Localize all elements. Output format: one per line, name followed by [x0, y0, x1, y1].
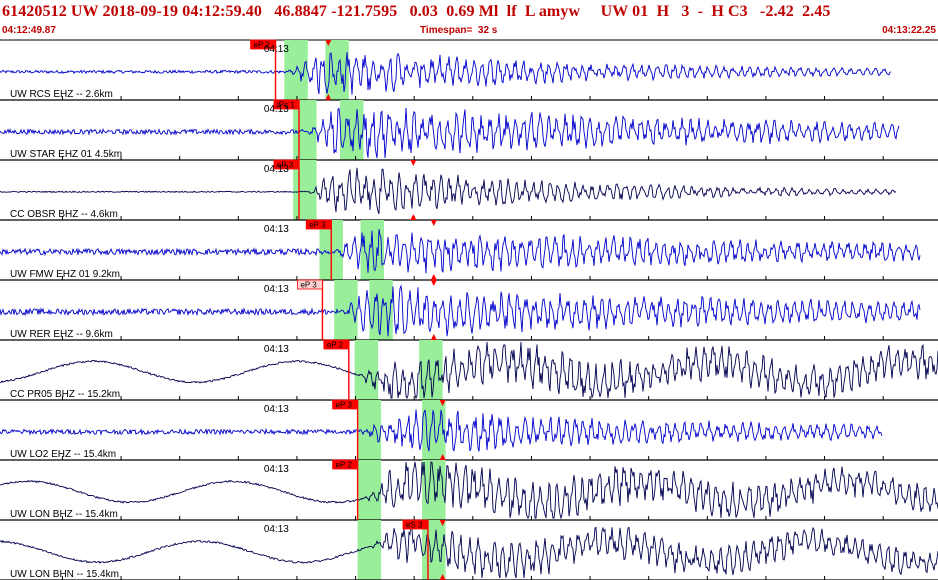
s-pick-marker: [410, 160, 417, 166]
waveform-trace: [0, 284, 921, 337]
station-label: UW STAR EHZ 01 4.5km: [10, 149, 122, 160]
minute-label: 04:13: [264, 524, 289, 535]
waveform-trace: [0, 107, 900, 159]
pick-window: [422, 400, 446, 460]
window-start-time: 04:12:49.87: [2, 25, 56, 36]
station-label: UW LO2 EHZ -- 15.4km: [10, 449, 116, 460]
waveform-trace: [0, 461, 938, 520]
pick-window: [419, 340, 443, 400]
pick-window: [354, 340, 379, 400]
minute-label: 04:13: [264, 404, 289, 415]
window-end-time: 04:13:22.25: [882, 25, 936, 36]
s-pick-marker: [430, 274, 437, 280]
event-summary-title: 61420512 UW 2018-09-19 04:12:59.40 46.88…: [2, 3, 831, 20]
waveform-trace: [0, 521, 938, 579]
minute-label: 04:13: [264, 464, 289, 475]
pick-window: [340, 100, 364, 160]
waveform-trace: [0, 51, 892, 95]
pick-window: [357, 460, 382, 520]
pick-window: [360, 220, 384, 280]
pick-tag-label: eP 3: [309, 221, 326, 230]
station-label: UW LON BHN -- 15.4km: [10, 569, 119, 580]
s-pick-marker: [439, 454, 446, 460]
minute-label: 04:13: [264, 344, 289, 355]
pick-tag-box: [250, 39, 276, 50]
pick-tag-box: [273, 159, 300, 170]
event-header: 61420512 UW 2018-09-19 04:12:59.40 46.88…: [0, 0, 938, 40]
pick-tag-box: [402, 519, 429, 530]
s-pick-marker: [410, 214, 417, 220]
pick-tag-label: eS 3: [406, 521, 423, 530]
waveform-trace: [0, 167, 897, 214]
waveform-trace: [0, 229, 921, 274]
s-pick-marker: [439, 520, 446, 526]
s-pick-marker: [430, 280, 437, 286]
pick-tag-box: [332, 399, 359, 410]
pick-window: [357, 400, 382, 460]
pick-tag-box: [273, 99, 300, 110]
pick-tag-label: eP 3: [300, 281, 317, 290]
pick-window: [334, 280, 358, 340]
minute-label: 04:13: [264, 164, 289, 175]
s-pick-marker: [430, 334, 437, 340]
minute-label: 04:13: [264, 104, 289, 115]
waveform-trace: [0, 409, 883, 452]
s-pick-marker: [439, 400, 446, 406]
station-label: UW RER EHZ -- 9.6km: [10, 329, 113, 340]
station-label: CC PR05 BHZ -- 15.2km: [10, 389, 120, 400]
pick-tag-label: eP 2: [336, 461, 353, 470]
pick-window: [369, 280, 393, 340]
pick-tag-label: eP 3: [336, 401, 353, 410]
pick-tag-box: [332, 459, 359, 470]
waveform-trace: [0, 341, 938, 400]
timespan-label: Timespan= 32 s: [420, 25, 498, 36]
s-pick-marker: [430, 220, 437, 226]
station-label: UW LON BHZ -- 15.4km: [10, 509, 118, 520]
minute-label: 04:13: [264, 44, 289, 55]
pick-tag-label: eP 3: [277, 161, 294, 170]
s-pick-marker: [325, 40, 332, 46]
minute-label: 04:13: [264, 284, 289, 295]
pick-tag-label: eP 2: [254, 41, 271, 50]
minute-label: 04:13: [264, 224, 289, 235]
pick-window: [357, 520, 382, 580]
pick-tag-box: [297, 279, 323, 290]
station-label: CC OBSR BHZ -- 4.6km: [10, 209, 118, 220]
station-label: UW RCS EHZ -- 2.6km: [10, 89, 113, 100]
pick-tag-label: iPc 1: [277, 101, 295, 110]
pick-tag-box: [323, 339, 350, 350]
s-pick-marker: [325, 94, 332, 100]
pick-tag-box: [305, 219, 332, 230]
s-pick-marker: [439, 574, 446, 580]
station-label: UW FMW EHZ 01 9.2km: [10, 269, 120, 280]
pick-tag-label: eP 2: [327, 341, 344, 350]
